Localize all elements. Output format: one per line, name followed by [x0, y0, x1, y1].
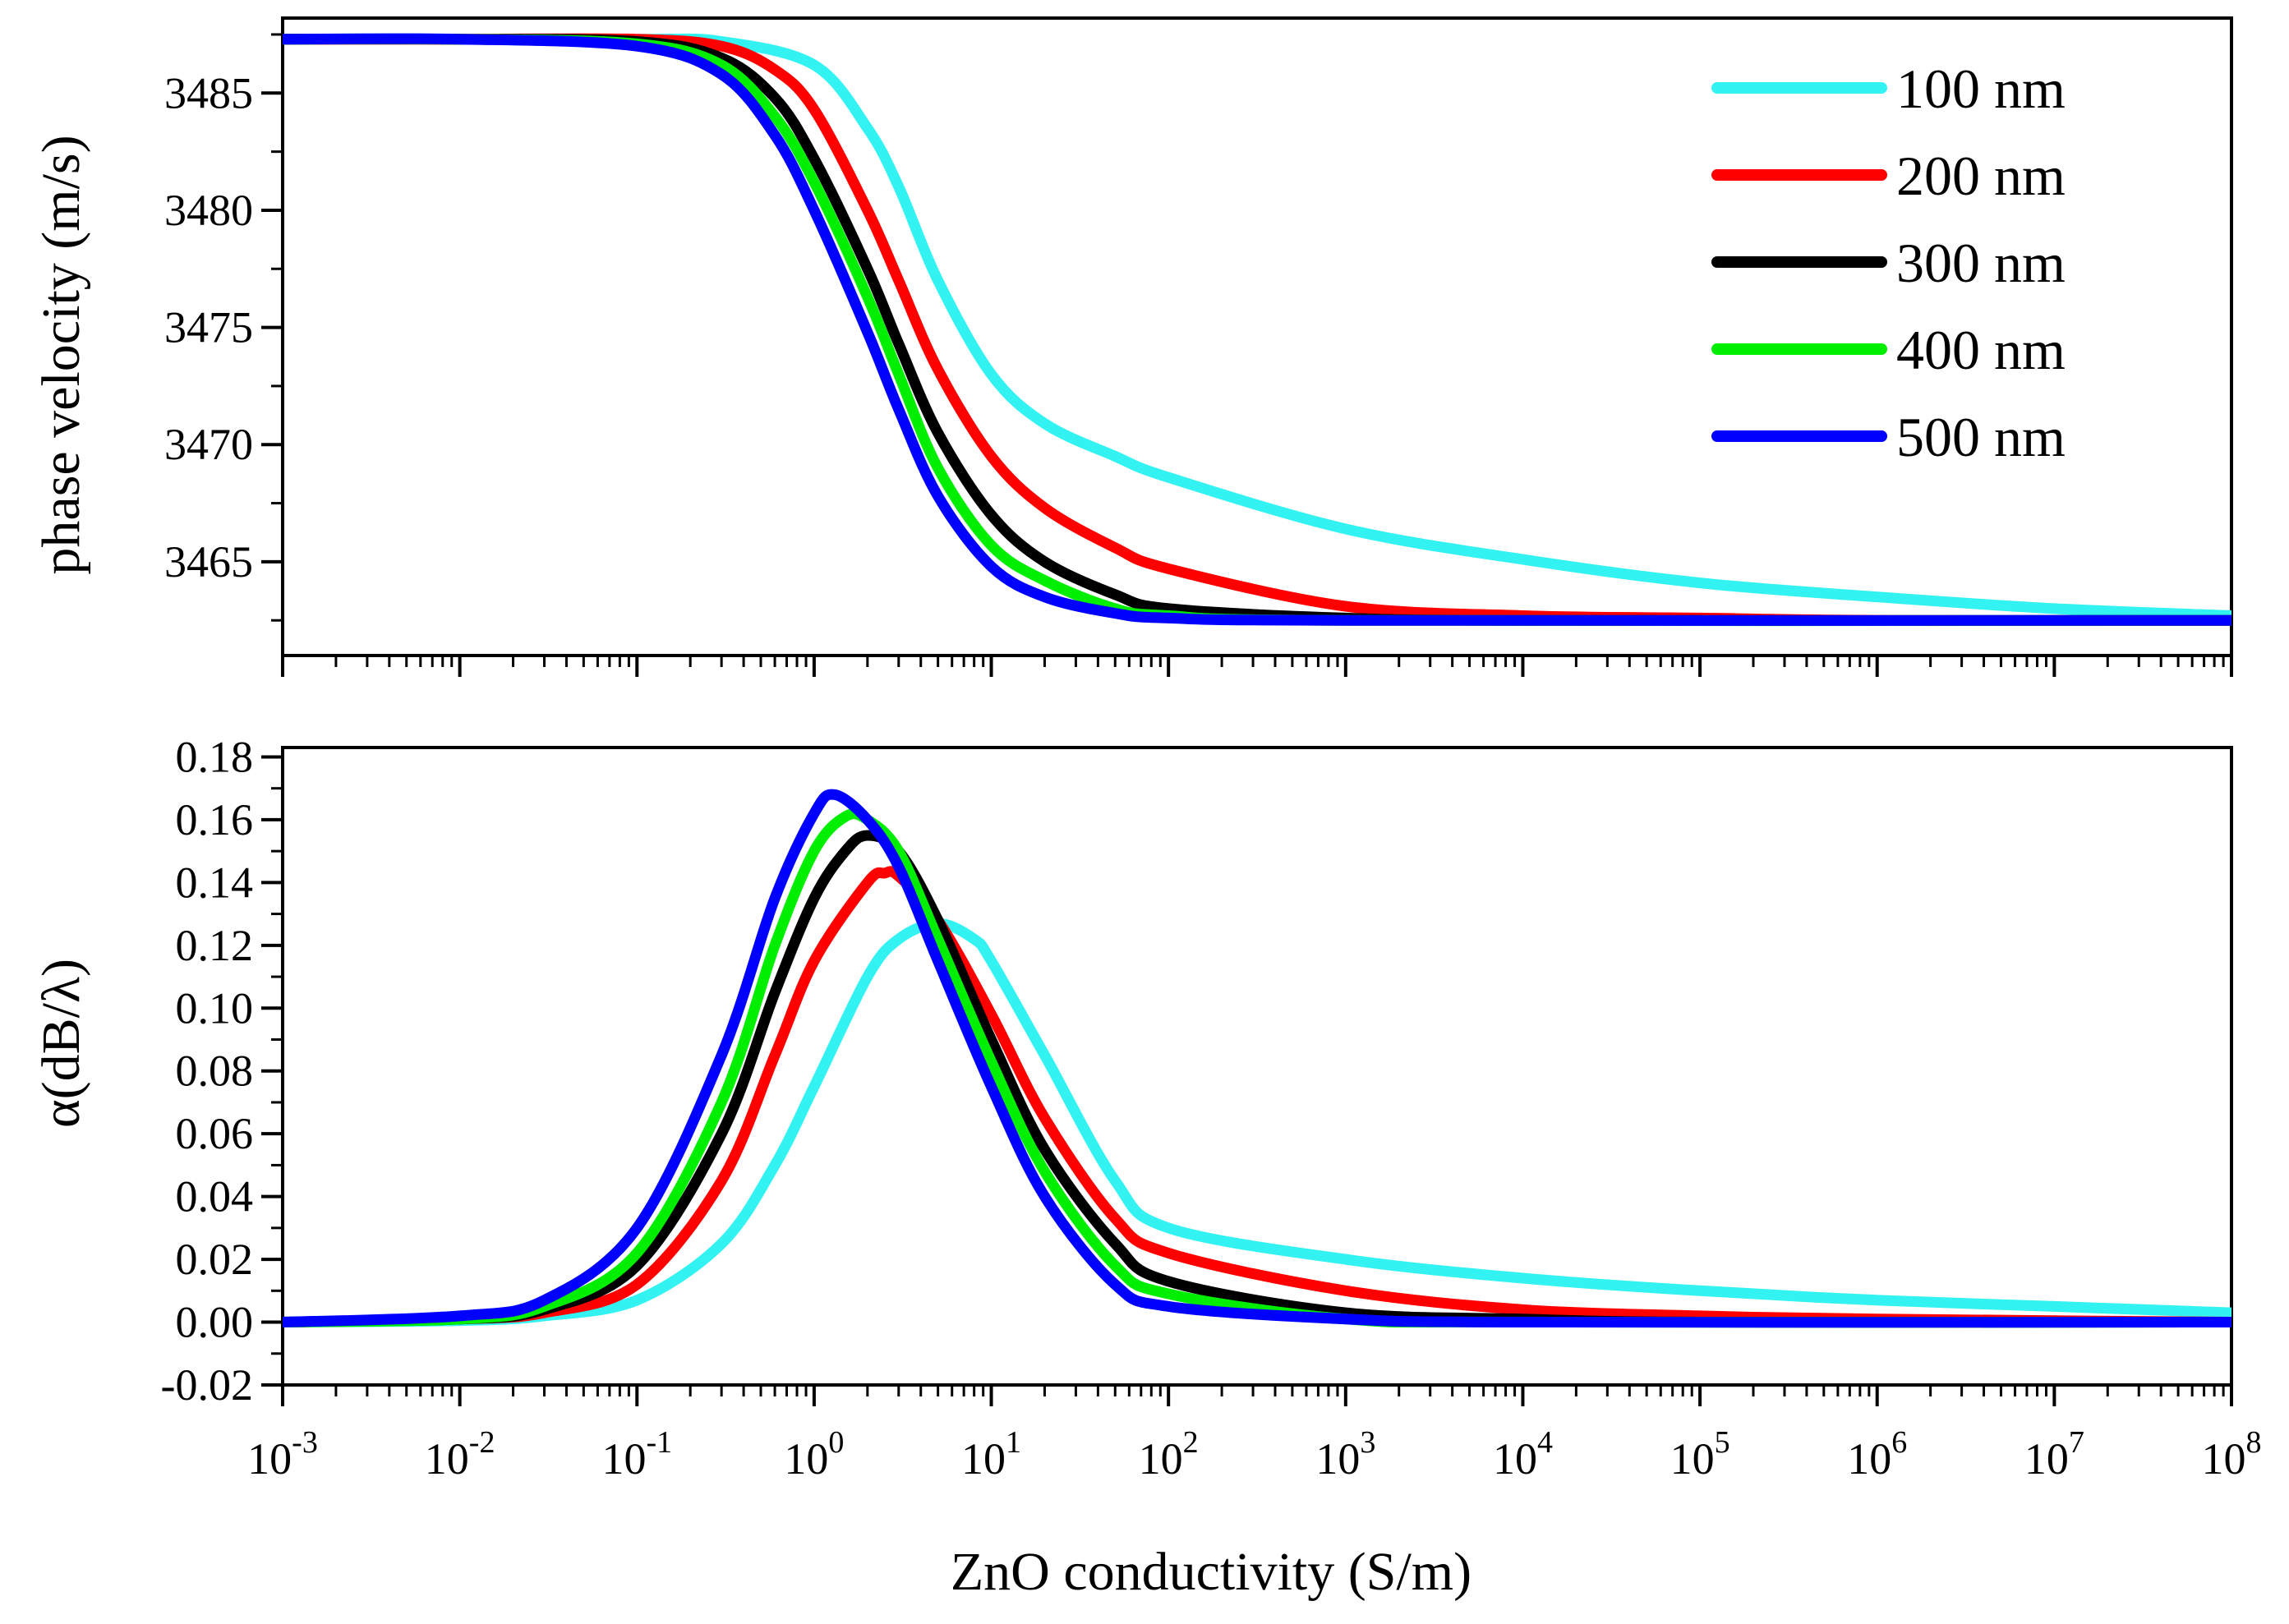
x-tick-label: 10-3 — [247, 1425, 318, 1484]
legend-label: 200 nm — [1896, 145, 2066, 207]
bottom-y-tick-label: 0.10 — [176, 983, 254, 1033]
x-tick-label: 102 — [1139, 1425, 1199, 1484]
bottom-y-tick-label: 0.18 — [176, 732, 254, 781]
bottom-y-tick-label: 0.06 — [176, 1109, 254, 1158]
legend-label: 400 nm — [1896, 319, 2066, 381]
x-tick-exponent: 7 — [2069, 1425, 2084, 1460]
bottom-series-line-100-nm — [283, 918, 2231, 1327]
x-tick-base: 10 — [425, 1434, 469, 1484]
bottom-panel: -0.02 0.00 0.02 0.04 0.06 0.08 0.10 0.12 0.14 0.1… — [161, 732, 2262, 1484]
x-tick-exponent: -3 — [292, 1425, 318, 1460]
top-y-tick-label: 3485 — [164, 68, 253, 117]
top-y-tick-label: 3480 — [164, 186, 253, 235]
x-tick-label: 100 — [784, 1425, 844, 1484]
x-tick-exponent: -2 — [469, 1425, 495, 1460]
x-tick-exponent: 2 — [1183, 1425, 1199, 1460]
x-tick-base: 10 — [1139, 1434, 1183, 1484]
legend-label: 500 nm — [1896, 406, 2066, 468]
x-tick-label: 104 — [1493, 1425, 1553, 1484]
bottom-y-tick-label: 0.02 — [176, 1235, 254, 1284]
bottom-y-tick-label: -0.02 — [161, 1360, 253, 1410]
x-tick-base: 10 — [2202, 1434, 2246, 1484]
bottom-series-group — [283, 789, 2231, 1328]
legend: 100 nm 200 nm 300 nm 400 nm 500 nm — [1711, 58, 2066, 468]
top-y-tick-label: 3465 — [164, 537, 253, 587]
x-tick-exponent: -1 — [646, 1425, 672, 1460]
x-tick-base: 10 — [1315, 1434, 1360, 1484]
x-tick-base: 10 — [601, 1434, 646, 1484]
x-tick-label: 10-1 — [601, 1425, 672, 1484]
x-tick-label: 108 — [2202, 1425, 2262, 1484]
bottom-y-tick-label: 0.00 — [176, 1298, 254, 1347]
bottom-y-tick-label: 0.04 — [176, 1172, 254, 1221]
bottom-series-line-200-nm — [283, 866, 2231, 1327]
x-axis-title: ZnO conductivity (S/m) — [951, 1542, 1472, 1602]
x-tick-exponent: 1 — [1006, 1425, 1021, 1460]
x-tick-label: 106 — [1847, 1425, 1907, 1484]
x-tick-base: 10 — [1493, 1434, 1537, 1484]
x-tick-exponent: 8 — [2246, 1425, 2262, 1460]
top-y-tick-label: 3475 — [164, 303, 253, 352]
top-series-group — [283, 33, 2231, 627]
x-tick-base: 10 — [1670, 1434, 1715, 1484]
bottom-y-tick-label: 0.16 — [176, 795, 254, 844]
x-tick-exponent: 5 — [1715, 1425, 1730, 1460]
x-tick-base: 10 — [784, 1434, 828, 1484]
x-tick-base: 10 — [1847, 1434, 1891, 1484]
x-tick-label: 101 — [961, 1425, 1021, 1484]
top-y-tick-label: 3470 — [164, 420, 253, 469]
x-tick-label: 105 — [1670, 1425, 1730, 1484]
x-tick-exponent: 0 — [828, 1425, 844, 1460]
bottom-y-axis-title: α(dB/λ) — [31, 959, 91, 1128]
top-panel: 3465 3470 3475 3480 3485 — [164, 16, 2233, 677]
bottom-series-line-500-nm — [283, 789, 2231, 1328]
x-tick-base: 10 — [2024, 1434, 2069, 1484]
x-tick-label: 10-2 — [425, 1425, 495, 1484]
top-series-line-500-nm — [283, 33, 2231, 626]
legend-label: 100 nm — [1896, 58, 2066, 120]
top-plot-frame — [281, 16, 2233, 657]
bottom-y-tick-label: 0.12 — [176, 921, 254, 970]
x-tick-exponent: 6 — [1891, 1425, 1907, 1460]
x-tick-base: 10 — [961, 1434, 1006, 1484]
x-tick-base: 10 — [247, 1434, 292, 1484]
x-tick-exponent: 4 — [1537, 1425, 1553, 1460]
bottom-plot-frame — [281, 746, 2233, 1387]
bottom-y-tick-label: 0.14 — [176, 858, 254, 907]
top-y-axis-title: phase velocity (m/s) — [31, 135, 91, 574]
x-tick-exponent: 3 — [1360, 1425, 1375, 1460]
bottom-y-tick-label: 0.08 — [176, 1047, 254, 1096]
x-tick-label: 103 — [1315, 1425, 1375, 1484]
legend-label: 300 nm — [1896, 232, 2066, 294]
x-tick-label: 107 — [2024, 1425, 2084, 1484]
